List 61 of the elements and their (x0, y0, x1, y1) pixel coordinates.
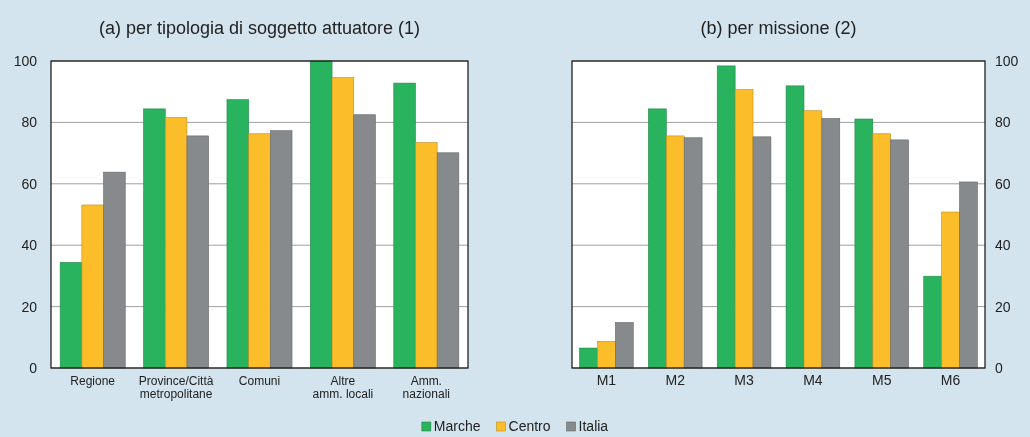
bar (683, 137, 703, 369)
legend-label: Marche (433, 418, 481, 434)
bar (752, 136, 772, 369)
bar (436, 152, 460, 369)
bar (310, 60, 333, 369)
x-tick-label: M4 (803, 372, 823, 388)
y-tick-label: 80 (21, 114, 38, 131)
bar (415, 142, 438, 369)
bar (615, 322, 634, 369)
y-tick-label: 40 (995, 237, 1011, 254)
bar (803, 110, 823, 369)
x-tick-label: Regione (70, 374, 116, 388)
bar (164, 117, 188, 369)
x-tick-label: Comuni (238, 374, 281, 388)
x-tick-label: M5 (872, 372, 892, 388)
y-tick-label: 0 (29, 359, 38, 376)
x-tick-label: M2 (665, 372, 686, 388)
bar (103, 171, 126, 369)
y-tick-label: 20 (995, 298, 1011, 315)
y-tick-label: 100 (13, 52, 38, 69)
bar (785, 85, 805, 369)
y-tick-label: 100 (995, 52, 1019, 69)
y-tick-label: 60 (995, 175, 1011, 192)
bar (734, 89, 754, 369)
x-tick-label: Amm. nazionali (402, 374, 450, 402)
y-tick-label: 80 (995, 114, 1011, 131)
bar (81, 204, 104, 369)
bar (648, 108, 667, 369)
x-tick-label: Province/Città metropolitane (138, 374, 214, 402)
bar (941, 211, 960, 369)
bar (821, 118, 841, 369)
y-tick-label: 0 (995, 359, 1003, 376)
bar (890, 139, 909, 369)
bar (353, 114, 376, 369)
bar (393, 82, 416, 369)
bar (270, 130, 293, 369)
x-tick-label: Altre amm. locali (312, 374, 374, 402)
y-tick-label: 40 (21, 237, 38, 254)
bar (923, 275, 942, 369)
bar (579, 347, 598, 369)
bar (666, 135, 685, 369)
x-tick-label: M1 (596, 372, 617, 388)
bar (59, 262, 83, 369)
bar (854, 118, 874, 369)
y-tick-label: 20 (21, 298, 38, 315)
bar (716, 65, 736, 369)
bar (959, 181, 978, 369)
chart-title: (a) per tipologia di soggetto attuatore (1) (98, 18, 421, 38)
x-tick-label: M3 (734, 372, 755, 388)
x-tick-label: M6 (940, 372, 961, 388)
bar (186, 135, 209, 369)
legend-label: Italia (578, 418, 609, 434)
legend-label: Centro (508, 418, 551, 434)
bar (872, 133, 891, 369)
y-tick-label: 60 (21, 175, 38, 192)
bar (248, 133, 271, 369)
bar (226, 99, 249, 369)
bar (597, 340, 616, 369)
bar (331, 77, 355, 369)
chart-title: (b) per missione (2) (700, 18, 857, 38)
bar (143, 108, 166, 369)
